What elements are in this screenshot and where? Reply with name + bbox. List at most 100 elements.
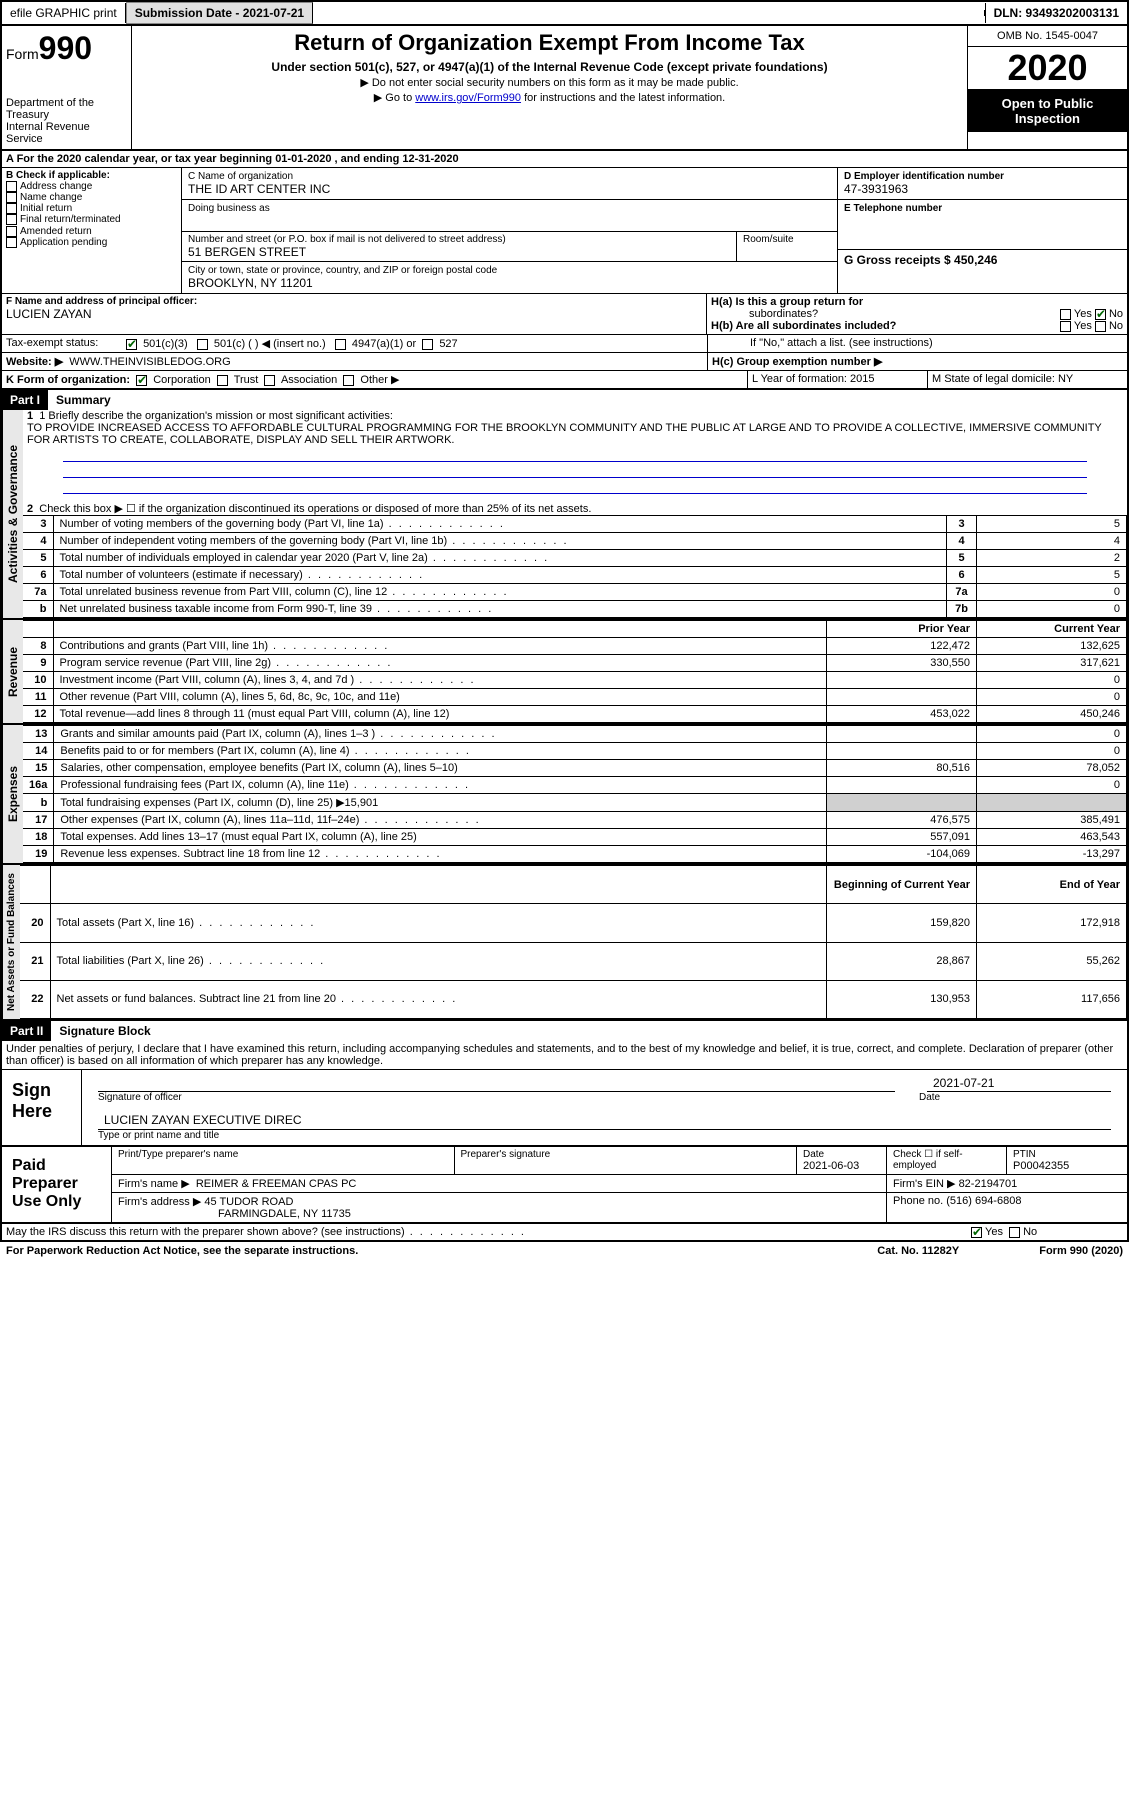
bcde-block: B Check if applicable: Address change Na… <box>0 168 1129 294</box>
table-row: 8Contributions and grants (Part VIII, li… <box>23 638 1127 655</box>
dept-label: Department of the Treasury <box>6 97 127 121</box>
inspection-label: Open to Public Inspection <box>968 90 1127 132</box>
governance-table: 3Number of voting members of the governi… <box>23 515 1127 618</box>
section-de: D Employer identification number 47-3931… <box>837 168 1127 293</box>
table-row: bNet unrelated business taxable income f… <box>23 601 1127 618</box>
table-row: 4Number of independent voting members of… <box>23 533 1127 550</box>
section-i: Tax-exempt status: 501(c)(3) 501(c) ( ) … <box>0 335 1129 353</box>
irs-label: Internal Revenue Service <box>6 121 127 145</box>
check-501c3[interactable] <box>126 339 137 350</box>
section-c: C Name of organization THE ID ART CENTER… <box>182 168 837 293</box>
street-address: 51 BERGEN STREET <box>188 245 730 259</box>
paid-preparer-label: Paid Preparer Use Only <box>2 1147 112 1222</box>
submission-date-button[interactable]: Submission Date - 2021-07-21 <box>126 2 313 24</box>
irs-discuss-row: May the IRS discuss this return with the… <box>0 1224 1129 1242</box>
section-b-label: B Check if applicable: <box>6 170 177 181</box>
check-assoc[interactable] <box>264 375 275 386</box>
tax-status-options: 501(c)(3) 501(c) ( ) ◀ (insert no.) 4947… <box>122 335 707 352</box>
form-right: OMB No. 1545-0047 2020 Open to Public In… <box>967 26 1127 149</box>
form-header: Form990 Department of the Treasury Inter… <box>0 26 1129 151</box>
gross-receipts: G Gross receipts $ 450,246 <box>838 250 1127 270</box>
form-note2: ▶ Go to www.irs.gov/Form990 for instruct… <box>136 91 963 104</box>
revenue-table: Prior YearCurrent Year 8Contributions an… <box>23 620 1127 723</box>
table-header: Beginning of Current YearEnd of Year <box>20 866 1127 904</box>
expenses-table: 13Grants and similar amounts paid (Part … <box>23 725 1127 863</box>
org-name: THE ID ART CENTER INC <box>188 182 831 196</box>
check-corp[interactable] <box>136 375 147 386</box>
underline <box>63 480 1087 494</box>
check-527[interactable] <box>422 339 433 350</box>
preparer-right: Print/Type preparer's name Preparer's si… <box>112 1147 1127 1222</box>
pra-notice: For Paperwork Reduction Act Notice, see … <box>6 1245 358 1257</box>
table-row: 12Total revenue—add lines 8 through 11 (… <box>23 706 1127 723</box>
dba-cell: Doing business as <box>182 200 837 232</box>
city-cell: City or town, state or province, country… <box>182 262 837 293</box>
check-address[interactable]: Address change <box>6 181 177 192</box>
klm-row: K Form of organization: Corporation Trus… <box>0 371 1129 390</box>
form-note1: ▶ Do not enter social security numbers o… <box>136 76 963 89</box>
hb-note: If "No," attach a list. (see instruction… <box>707 335 1127 352</box>
website-value: WWW.THEINVISIBLEDOG.ORG <box>69 356 230 368</box>
check-other[interactable] <box>343 375 354 386</box>
dln-label: DLN: 93493202003131 <box>985 3 1127 23</box>
form-subtitle: Under section 501(c), 527, or 4947(a)(1)… <box>136 60 963 74</box>
table-row: 16aProfessional fundraising fees (Part I… <box>23 777 1127 794</box>
mission-text: TO PROVIDE INCREASED ACCESS TO AFFORDABL… <box>23 422 1127 446</box>
penalty-statement: Under penalties of perjury, I declare th… <box>0 1041 1129 1070</box>
addr-cell: Number and street (or P.O. box if mail i… <box>182 232 837 262</box>
governance-label: Activities & Governance <box>2 410 23 618</box>
revenue-section: Revenue Prior YearCurrent Year 8Contribu… <box>0 620 1129 725</box>
underline <box>63 448 1087 462</box>
officer-sig-line[interactable] <box>98 1074 895 1092</box>
table-row: 17Other expenses (Part IX, column (A), l… <box>23 812 1127 829</box>
section-h: H(a) Is this a group return for subordin… <box>707 294 1127 334</box>
spacer <box>313 10 984 16</box>
check-no[interactable] <box>1009 1227 1020 1238</box>
section-l: L Year of formation: 2015 <box>747 371 927 388</box>
table-row: 14Benefits paid to or for members (Part … <box>23 743 1127 760</box>
table-row: 7aTotal unrelated business revenue from … <box>23 584 1127 601</box>
section-m: M State of legal domicile: NY <box>927 371 1127 388</box>
table-row: 13Grants and similar amounts paid (Part … <box>23 726 1127 743</box>
org-name-cell: C Name of organization THE ID ART CENTER… <box>182 168 837 200</box>
check-yes[interactable] <box>971 1227 982 1238</box>
expenses-label: Expenses <box>2 725 23 863</box>
check-amended[interactable]: Amended return <box>6 226 177 237</box>
omb-number: OMB No. 1545-0047 <box>968 26 1127 47</box>
form-title: Return of Organization Exempt From Incom… <box>136 30 963 56</box>
ein-value: 47-3931963 <box>844 182 1121 196</box>
cat-no: Cat. No. 11282Y <box>877 1245 959 1257</box>
table-row: 15Salaries, other compensation, employee… <box>23 760 1127 777</box>
period-text: A For the 2020 calendar year, or tax yea… <box>2 151 463 167</box>
underline <box>63 464 1087 478</box>
netassets-section: Net Assets or Fund Balances Beginning of… <box>0 865 1129 1021</box>
top-bar: efile GRAPHIC print Submission Date - 20… <box>0 0 1129 26</box>
paid-preparer-block: Paid Preparer Use Only Print/Type prepar… <box>0 1147 1129 1224</box>
table-row: 18Total expenses. Add lines 13–17 (must … <box>23 829 1127 846</box>
section-hc: H(c) Group exemption number ▶ <box>707 353 1127 370</box>
sig-date: 2021-07-21 <box>927 1074 1111 1092</box>
table-row: 21Total liabilities (Part X, line 26)28,… <box>20 942 1127 980</box>
table-row: 10Investment income (Part VIII, column (… <box>23 672 1127 689</box>
check-4947[interactable] <box>335 339 346 350</box>
check-501c[interactable] <box>197 339 208 350</box>
revenue-label: Revenue <box>2 620 23 723</box>
section-b: B Check if applicable: Address change Na… <box>2 168 182 293</box>
footer: For Paperwork Reduction Act Notice, see … <box>0 1242 1129 1260</box>
check-name[interactable]: Name change <box>6 192 177 203</box>
line1-label: 1 1 Briefly describe the organization's … <box>23 410 1127 422</box>
sign-right: Signature of officer 2021-07-21 Date LUC… <box>82 1070 1127 1145</box>
check-initial[interactable]: Initial return <box>6 203 177 214</box>
check-final[interactable]: Final return/terminated <box>6 214 177 225</box>
check-pending[interactable]: Application pending <box>6 237 177 248</box>
part1-header: Part ISummary <box>0 390 1129 410</box>
sign-here-block: Sign Here Signature of officer 2021-07-2… <box>0 1070 1129 1147</box>
table-row: 19Revenue less expenses. Subtract line 1… <box>23 846 1127 863</box>
netassets-label: Net Assets or Fund Balances <box>2 865 20 1019</box>
check-trust[interactable] <box>217 375 228 386</box>
irs-link[interactable]: www.irs.gov/Form990 <box>415 92 521 104</box>
ein-cell: D Employer identification number 47-3931… <box>838 168 1127 200</box>
table-row: 5Total number of individuals employed in… <box>23 550 1127 567</box>
officer-typed-name: LUCIEN ZAYAN EXECUTIVE DIREC <box>98 1111 1111 1130</box>
netassets-table: Beginning of Current YearEnd of Year 20T… <box>20 865 1127 1019</box>
